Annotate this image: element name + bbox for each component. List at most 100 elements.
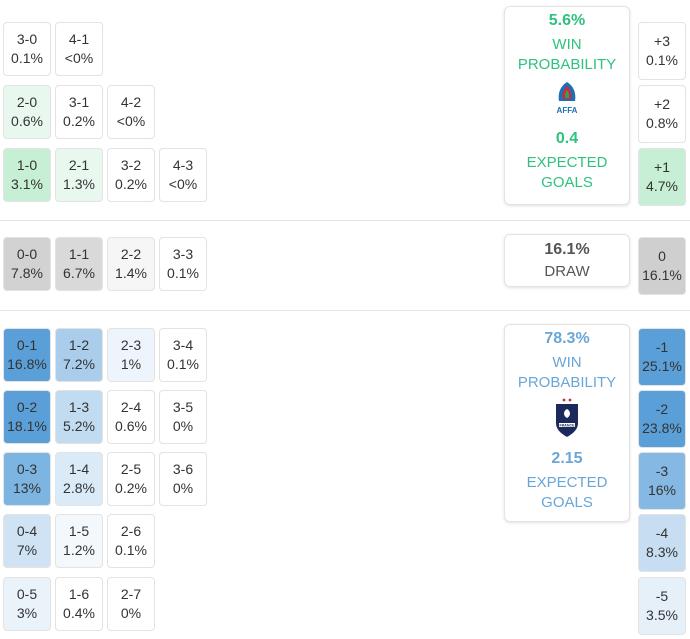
scoreline-probability: 0.1% [115,542,147,558]
scoreline-cell: 3-1 0.2% [55,85,103,139]
scoreline-score: 0-1 [16,337,38,353]
scoreline-cell: 2-4 0.6% [107,390,155,444]
scoreline-probability: 0.1% [167,265,199,281]
scoreline-cell: 4-1 <0% [55,22,103,76]
margin-probability: 23.8% [642,420,682,436]
margin-cell: +3 0.1% [638,22,686,80]
scoreline-probability: 2.8% [63,480,95,496]
scoreline-cell: 0-1 16.8% [3,328,51,382]
scoreline-cell: 3-4 0.1% [159,328,207,382]
home-probability-label: PROBABILITY [517,56,617,73]
scoreline-score: 2-5 [120,461,142,477]
scoreline-probability: 0.6% [11,113,43,129]
scoreline-score: 3-6 [172,461,194,477]
scoreline-cell: 2-2 1.4% [107,237,155,291]
margin-cell: -2 23.8% [638,390,686,448]
margin-value: -5 [655,588,669,604]
scoreline-cell: 3-6 0% [159,452,207,506]
scoreline-score: 2-2 [120,246,142,262]
away-win-label: WIN [552,354,582,371]
scoreline-score: 2-0 [16,94,38,110]
scoreline-probability: 0.2% [63,113,95,129]
home-expected-goals: 0.4 [555,130,579,147]
scoreline-cell: 0-2 18.1% [3,390,51,444]
margin-cell: -4 8.3% [638,514,686,572]
scoreline-probability: <0% [168,176,198,192]
affa-crest-icon: AFFA [553,79,581,125]
scoreline-probability: 0.4% [63,605,95,621]
scoreline-probability: 13% [12,480,42,496]
scoreline-score: 2-4 [120,399,142,415]
margin-probability: 25.1% [642,358,682,374]
home-win-probability: 5.6% [548,12,586,29]
scoreline-cell: 3-3 0.1% [159,237,207,291]
scoreline-cell: 1-2 7.2% [55,328,103,382]
margin-probability: 0.1% [646,52,678,68]
home-expected-label: EXPECTED [526,154,608,171]
scoreline-cell: 3-2 0.2% [107,148,155,202]
scoreline-cell: 0-4 7% [3,514,51,568]
scoreline-score: 0-3 [16,461,38,477]
away-win-probability: 78.3% [544,330,590,347]
scoreline-probability: <0% [116,113,146,129]
scoreline-score: 1-4 [68,461,90,477]
scoreline-score: 2-6 [120,523,142,539]
scoreline-cell: 0-5 3% [3,577,51,631]
scoreline-probability: 5.2% [63,418,95,434]
margin-value: +1 [654,159,670,175]
scoreline-probability: 0.1% [167,356,199,372]
scoreline-cell: 3-0 0.1% [3,22,51,76]
scoreline-cell: 2-5 0.2% [107,452,155,506]
scoreline-score: 1-3 [68,399,90,415]
away-goals-label: GOALS [541,494,593,511]
margin-cell: -3 16% [638,452,686,510]
scoreline-score: 0-0 [16,246,38,262]
margin-probability: 16.1% [642,267,682,283]
scoreline-cell: 1-5 1.2% [55,514,103,568]
scoreline-cell: 2-0 0.6% [3,85,51,139]
scoreline-cell: 1-4 2.8% [55,452,103,506]
scoreline-score: 4-2 [120,94,142,110]
margin-value: +2 [654,96,670,112]
scoreline-probability: 7.8% [11,265,43,281]
away-expected-goals: 2.15 [551,450,583,467]
scoreline-cell: 1-3 5.2% [55,390,103,444]
scoreline-probability: 7% [16,542,38,558]
scoreline-score: 1-0 [16,157,38,173]
scoreline-score: 2-1 [68,157,90,173]
scoreline-probability: 1.4% [115,265,147,281]
scoreline-cell: 1-0 3.1% [3,148,51,202]
scoreline-cell: 2-3 1% [107,328,155,382]
scoreline-score: 0-2 [16,399,38,415]
margin-probability: 16% [647,482,677,498]
margin-value: 0 [658,248,666,264]
scoreline-probability: 3% [16,605,38,621]
affa-crest-text: AFFA [557,106,578,115]
scoreline-cell: 3-5 0% [159,390,207,444]
fff-crest-icon: FRANCE [552,397,582,445]
scoreline-probability: 0% [172,480,194,496]
margin-cell: -5 3.5% [638,577,686,635]
scoreline-probability: 6.7% [63,265,95,281]
scoreline-score: 0-5 [16,586,38,602]
margin-cell: +1 4.7% [638,148,686,206]
scoreline-cell: 0-0 7.8% [3,237,51,291]
scoreline-score: 3-0 [16,31,38,47]
scoreline-score: 3-2 [120,157,142,173]
draw-card: 16.1% DRAW [504,234,630,287]
scoreline-score: 4-1 [68,31,90,47]
scoreline-probability: 1.3% [63,176,95,192]
home-team-card: 5.6% WIN PROBABILITY AFFA 0.4 EXPECTED G… [504,6,630,205]
fff-crest-text: FRANCE [560,423,576,427]
scoreline-score: 2-3 [120,337,142,353]
scoreline-cell: 4-3 <0% [159,148,207,202]
scoreline-cell: 2-7 0% [107,577,155,631]
draw-probability: 16.1% [544,240,590,258]
margin-probability: 3.5% [646,607,678,623]
margin-probability: 0.8% [646,115,678,131]
scoreline-probability: 0.2% [115,480,147,496]
section-divider [0,220,690,221]
scoreline-score: 0-4 [16,523,38,539]
section-divider [0,310,690,311]
scoreline-score: 1-6 [68,586,90,602]
